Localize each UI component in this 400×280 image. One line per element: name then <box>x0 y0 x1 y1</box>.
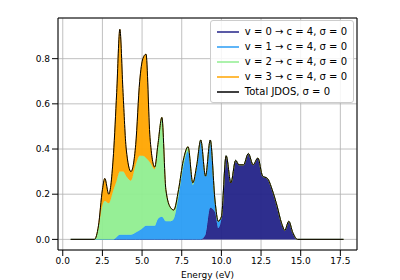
svg-text:10.0: 10.0 <box>211 256 231 266</box>
svg-text:Energy (eV): Energy (eV) <box>181 270 234 280</box>
svg-text:0.0: 0.0 <box>56 256 71 266</box>
svg-text:12.5: 12.5 <box>251 256 271 266</box>
svg-text:0.0: 0.0 <box>36 235 51 245</box>
html-text:v = 1 → c = 4, σ = 0: v = 1 → c = 4, σ = 0 <box>244 41 347 52</box>
html-text:v = 0 → c = 4, σ = 0: v = 0 → c = 4, σ = 0 <box>244 26 347 37</box>
svg-text:2.5: 2.5 <box>95 256 109 266</box>
svg-text:7.5: 7.5 <box>175 256 189 266</box>
svg-text:0.2: 0.2 <box>36 189 50 199</box>
svg-text:0.4: 0.4 <box>36 144 51 154</box>
html-text:Total JDOS, σ = 0: Total JDOS, σ = 0 <box>244 86 330 97</box>
svg-text:5.0: 5.0 <box>135 256 150 266</box>
svg-text:0.6: 0.6 <box>36 99 51 109</box>
svg-text:15.0: 15.0 <box>291 256 311 266</box>
html-text:v = 3 → c = 4, σ = 0: v = 3 → c = 4, σ = 0 <box>244 71 347 82</box>
svg-text:17.5: 17.5 <box>330 256 350 266</box>
html-text:v = 2 → c = 4, σ = 0: v = 2 → c = 4, σ = 0 <box>244 56 347 67</box>
svg-text:0.8: 0.8 <box>36 54 51 64</box>
